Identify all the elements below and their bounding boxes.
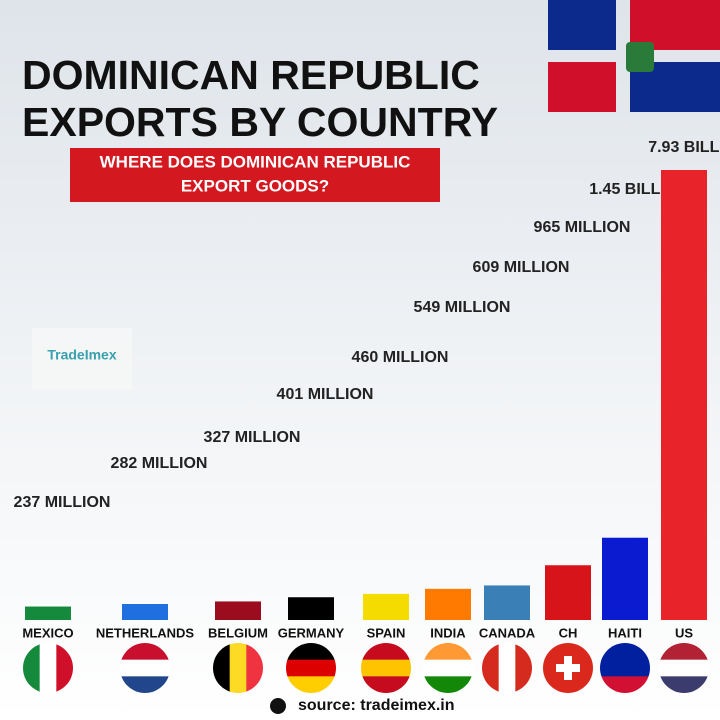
bar [484, 585, 530, 620]
category-label: MEXICO [22, 625, 73, 640]
logo: TradeImex [47, 347, 116, 363]
value-label: 460 MILLION [352, 349, 449, 366]
source: source: tradeimex.in [298, 697, 455, 714]
bar [545, 565, 591, 620]
flag-stripe [286, 676, 336, 693]
flag [600, 643, 650, 693]
flag [213, 643, 263, 693]
flag [361, 643, 411, 693]
flag-stripe [659, 643, 709, 661]
flag [286, 643, 336, 693]
flag [120, 643, 170, 693]
flag-stripe [120, 659, 170, 677]
value-label: 282 MILLION [111, 455, 208, 472]
bar [25, 606, 71, 620]
category-label: CANADA [479, 625, 536, 640]
flag-stripe [213, 643, 231, 693]
flag-stripe [600, 659, 650, 677]
value-label: 549 MILLION [414, 299, 511, 316]
bar [215, 601, 261, 620]
flag-stripe [23, 643, 41, 693]
flag-cross [556, 664, 580, 672]
subtitle-box [70, 148, 440, 202]
value-label: 401 MILLION [277, 386, 374, 403]
category-label: US [675, 625, 693, 640]
value-label: 327 MILLION [204, 429, 301, 446]
flag [23, 643, 73, 693]
flag-stripe [423, 676, 473, 693]
flag-stripe [423, 643, 473, 661]
category-label: GERMANY [278, 625, 345, 640]
flag [543, 643, 593, 693]
category-label: HAITI [608, 625, 642, 640]
bar [602, 537, 648, 620]
value-label: 965 MILLION [534, 219, 631, 236]
flag-stripe [515, 643, 532, 693]
category-label: BELGIUM [208, 625, 268, 640]
flag-stripe [286, 659, 336, 677]
category-label: CH [559, 625, 578, 640]
flag-stripe [498, 643, 516, 693]
flag-stripe [120, 643, 170, 661]
value-label: 7.93 BILLION [648, 139, 720, 156]
flag-stripe [543, 676, 593, 693]
flag-stripe [600, 643, 650, 661]
subtitle-line: WHERE DOES DOMINICAN REPUBLIC [100, 152, 411, 171]
flag-stripe [39, 643, 57, 693]
flag-stripe [600, 676, 650, 693]
value-label: 609 MILLION [473, 259, 570, 276]
flag-stripe [361, 643, 411, 661]
bar [288, 597, 334, 620]
dr-flag [548, 0, 720, 112]
title-line: EXPORTS BY COUNTRY [22, 99, 498, 145]
flag-stripe [659, 676, 709, 693]
subtitle-line: EXPORT GOODS? [181, 176, 329, 195]
flag-stripe [286, 643, 336, 661]
flag-stripe [543, 643, 593, 661]
title-line: DOMINICAN REPUBLIC [22, 52, 480, 98]
flag [659, 643, 709, 693]
flag-stripe [423, 659, 473, 677]
bar [122, 603, 168, 620]
category-label: SPAIN [367, 625, 406, 640]
category-label: NETHERLANDS [96, 625, 195, 640]
flag-stripe [229, 643, 247, 693]
category-label: INDIA [430, 625, 466, 640]
flag-stripe [361, 676, 411, 693]
flag-stripe [659, 659, 709, 677]
flag-stripe [56, 643, 73, 693]
bar [363, 593, 409, 620]
globe-icon [270, 698, 286, 714]
flag-stripe [246, 643, 263, 693]
value-label: 237 MILLION [14, 494, 111, 511]
bar [661, 170, 707, 620]
flag-stripe [361, 659, 411, 677]
flag-stripe [482, 643, 500, 693]
bar [425, 588, 471, 620]
flag [482, 643, 532, 693]
flag [423, 643, 473, 693]
logo-box [32, 328, 132, 390]
flag-stripe [120, 676, 170, 693]
